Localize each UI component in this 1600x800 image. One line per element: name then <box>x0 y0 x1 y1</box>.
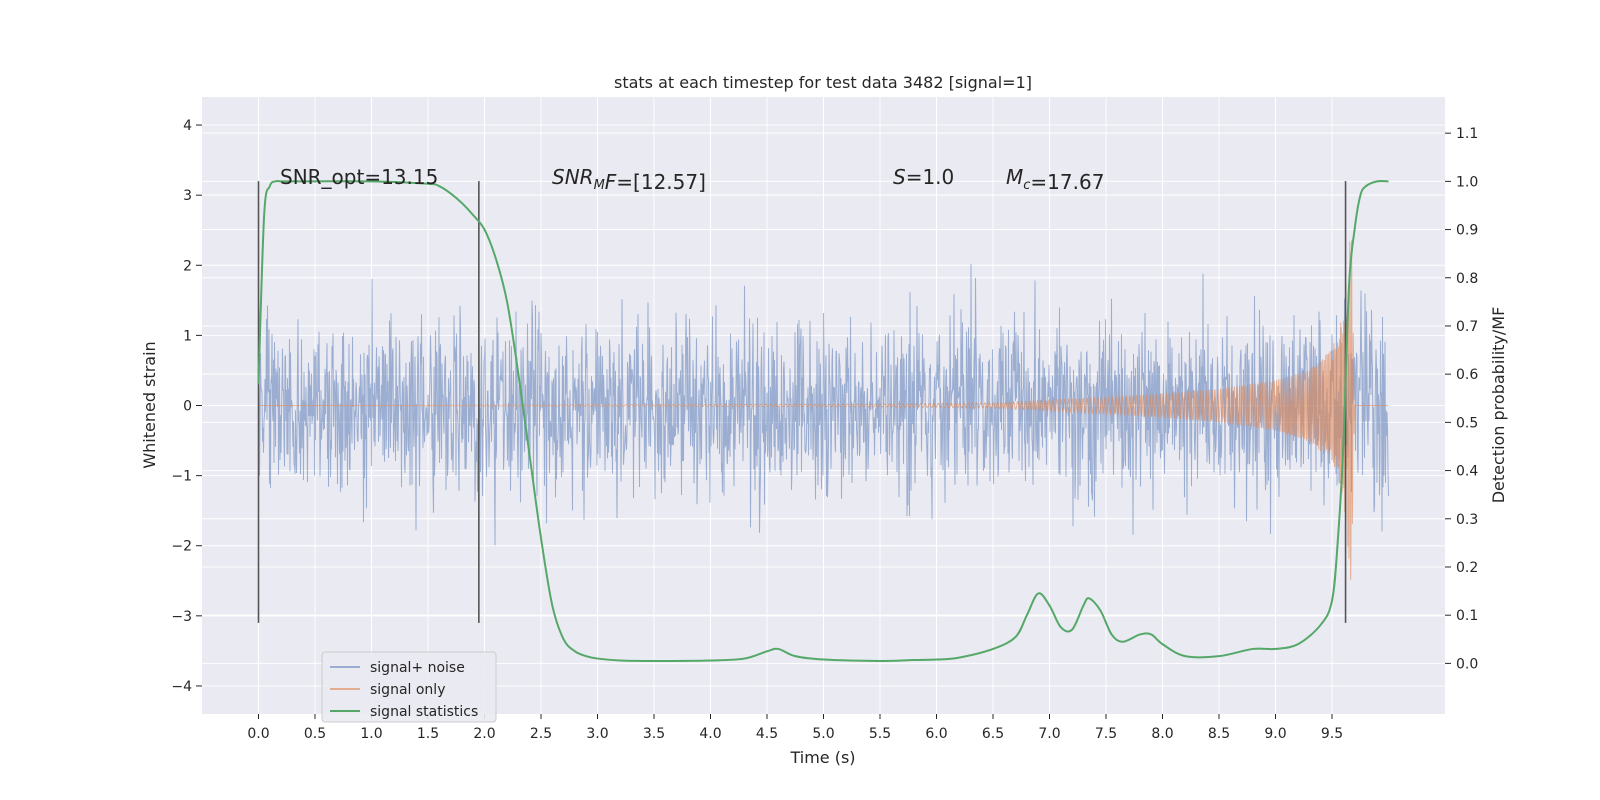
x-tick-label: 4.0 <box>699 726 721 742</box>
y-tick-label: −3 <box>171 609 192 625</box>
signal-only-series <box>258 240 1389 580</box>
y2-tick-label: 0.7 <box>1456 319 1478 335</box>
signal-statistics-series <box>257 180 1389 662</box>
x-tick-label: 2.5 <box>530 726 552 742</box>
y-tick-label: 0 <box>183 399 192 415</box>
chart-title: stats at each timestep for test data 348… <box>614 73 1032 92</box>
x-axis-label: Time (s) <box>789 748 855 767</box>
x-tick-label: 9.0 <box>1264 726 1286 742</box>
x-tick-label: 1.0 <box>360 726 382 742</box>
y-axis-ticks: −4 −3 −2 −1 0 1 2 3 4 <box>171 118 202 695</box>
x-axis-ticks: 0.0 0.5 1.0 1.5 2.0 2.5 3.0 3.5 4.0 4.5 5.0 5.5 6.0 6… <box>247 714 1343 742</box>
y2-tick-label: 0.6 <box>1456 367 1478 383</box>
y-tick-label: −2 <box>171 539 192 555</box>
y2-tick-label: 0.9 <box>1456 223 1478 239</box>
legend-label: signal only <box>370 682 445 698</box>
legend-box <box>321 651 497 723</box>
annotations: SNR_opt=13.15 SNRMF=[12.57] S=1.0 Mc=17.67 <box>280 165 1104 194</box>
y-tick-label: −1 <box>171 469 192 485</box>
x-tick-label: 6.5 <box>982 726 1004 742</box>
signal-noise-series <box>258 263 1389 546</box>
legend-label: signal statistics <box>370 704 478 720</box>
annotation-s-value: S=1.0 <box>893 165 954 189</box>
signal-statistics-line <box>257 180 1389 662</box>
y2-tick-label: 0.8 <box>1456 271 1478 287</box>
x-tick-label: 7.5 <box>1095 726 1117 742</box>
annotation-chirp-mass: Mc=17.67 <box>1006 165 1104 194</box>
x-tick-label: 4.5 <box>756 726 778 742</box>
y-tick-label: 1 <box>183 328 192 344</box>
legend: signal+ noise signal only signal statistic… <box>321 651 497 723</box>
y2-tick-label: 0.0 <box>1456 656 1478 672</box>
y-axis-label: Whitened strain <box>140 341 159 468</box>
x-tick-label: 1.5 <box>417 726 439 742</box>
x-tick-label: 0.0 <box>247 726 269 742</box>
x-tick-label: 7.0 <box>1038 726 1060 742</box>
x-tick-label: 0.5 <box>304 726 326 742</box>
x-tick-label: 8.0 <box>1151 726 1173 742</box>
y2-tick-label: 1.0 <box>1456 174 1478 190</box>
y2-tick-label: 0.5 <box>1456 415 1478 431</box>
y2-tick-label: 0.1 <box>1456 608 1478 624</box>
x-tick-label: 2.0 <box>473 726 495 742</box>
y-tick-label: 2 <box>183 258 192 274</box>
x-tick-label: 6.0 <box>925 726 947 742</box>
x-tick-label: 5.0 <box>812 726 834 742</box>
x-tick-label: 3.0 <box>586 726 608 742</box>
signal-noise-line <box>258 263 1389 546</box>
y2-axis-label: Detection probability/MF <box>1489 307 1508 504</box>
signal-only-line <box>258 240 1389 580</box>
x-tick-label: 3.5 <box>643 726 665 742</box>
annotation-snr-opt: SNR_opt=13.15 <box>280 165 438 189</box>
x-tick-label: 5.5 <box>869 726 891 742</box>
x-tick-label: 8.5 <box>1208 726 1230 742</box>
y-tick-label: −4 <box>171 679 192 695</box>
y2-axis-ticks: 0.0 0.1 0.2 0.3 0.4 0.5 0.6 0.7 0.8 0.9 1.0 1.1 <box>1445 126 1478 672</box>
y2-tick-label: 0.2 <box>1456 560 1478 576</box>
y2-tick-label: 1.1 <box>1456 126 1478 142</box>
annotation-snr-mf: SNRMF=[12.57] <box>552 165 706 194</box>
y-tick-label: 3 <box>183 188 192 204</box>
legend-label: signal+ noise <box>370 660 465 676</box>
y2-tick-label: 0.3 <box>1456 512 1478 528</box>
y-tick-label: 4 <box>183 118 192 134</box>
x-tick-label: 9.5 <box>1321 726 1343 742</box>
y2-tick-label: 0.4 <box>1456 464 1478 480</box>
